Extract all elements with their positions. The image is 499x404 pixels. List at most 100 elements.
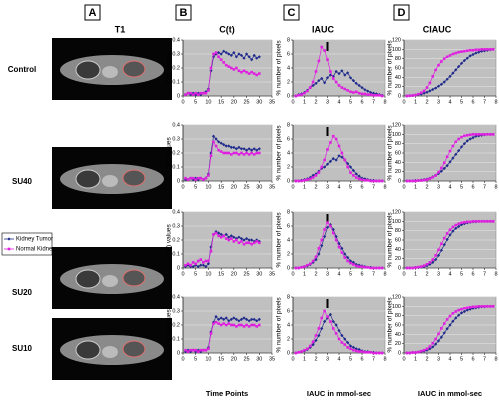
legend-marker	[7, 247, 11, 251]
point	[440, 60, 443, 63]
point	[297, 266, 301, 270]
point	[320, 326, 324, 331]
point	[308, 344, 312, 348]
point	[357, 265, 361, 268]
point	[380, 266, 384, 270]
point	[422, 178, 426, 182]
panel-letter: D	[398, 7, 406, 19]
point	[219, 52, 223, 56]
point	[214, 315, 218, 319]
point	[202, 261, 205, 264]
point	[451, 156, 455, 160]
point	[186, 350, 190, 353]
point	[457, 50, 460, 54]
point	[186, 178, 190, 181]
point	[300, 266, 303, 269]
point	[340, 251, 344, 254]
point	[329, 224, 332, 228]
point	[431, 345, 435, 349]
point	[196, 265, 200, 269]
point	[448, 54, 452, 57]
y-tick-label: 6	[287, 308, 290, 314]
point	[357, 91, 361, 95]
x-tick-label: 25	[244, 356, 250, 362]
point	[486, 305, 489, 308]
point	[431, 87, 435, 92]
point	[219, 58, 223, 61]
panel-letter: A	[89, 7, 97, 19]
point	[459, 311, 464, 315]
point	[343, 343, 347, 346]
point	[227, 65, 231, 68]
point	[240, 151, 243, 155]
y-tick-label: 0	[177, 178, 180, 184]
point	[326, 221, 329, 224]
organ	[102, 346, 118, 358]
point	[337, 329, 341, 333]
point	[340, 155, 344, 159]
point	[245, 323, 248, 327]
x-tick-label: 7	[372, 271, 375, 277]
point	[297, 179, 301, 183]
point	[448, 233, 452, 237]
point	[462, 142, 466, 146]
y-tick-label: 0.3	[172, 51, 180, 57]
point	[460, 221, 463, 225]
x-tick-label: 2	[425, 99, 428, 105]
x-tick-label: 0	[291, 271, 294, 277]
point	[217, 234, 220, 238]
x-tick-label: 0	[291, 356, 294, 362]
point	[194, 348, 198, 352]
point	[431, 260, 435, 264]
point	[306, 263, 309, 267]
x-tick-label: 2	[314, 356, 317, 362]
y-tick-label: 80	[395, 141, 401, 147]
point	[340, 86, 344, 89]
point	[445, 55, 449, 59]
x-tick-label: 10	[205, 184, 211, 190]
x-tick-label: 10	[205, 356, 211, 362]
x-tick-label: 6	[471, 271, 474, 277]
y-tick-label: 2	[287, 251, 290, 257]
point	[460, 135, 463, 139]
point	[405, 266, 409, 270]
y-tick-label: 4	[287, 322, 290, 328]
point	[417, 92, 420, 96]
organ	[75, 340, 101, 360]
y-axis-label: C(t) values	[166, 137, 173, 169]
point	[357, 83, 361, 88]
x-tick-label: 1	[303, 271, 306, 277]
point	[408, 351, 412, 355]
point	[377, 266, 381, 270]
point	[491, 48, 495, 51]
point	[240, 323, 243, 327]
x-tick-label: 0	[181, 184, 184, 190]
point	[437, 248, 440, 252]
point	[445, 327, 449, 331]
point	[474, 51, 478, 55]
x-tick-label: 5	[349, 356, 352, 362]
point	[334, 332, 338, 335]
point	[454, 226, 458, 230]
point	[230, 153, 233, 156]
point	[227, 151, 231, 155]
point	[442, 80, 446, 84]
point	[257, 147, 261, 151]
point	[232, 240, 236, 243]
point	[311, 83, 315, 88]
point	[204, 91, 208, 95]
column-title: T1	[115, 24, 126, 34]
x-tick-label: 20	[231, 99, 237, 105]
point	[425, 347, 429, 351]
point	[323, 49, 326, 52]
point	[209, 249, 213, 253]
point	[369, 351, 372, 354]
point	[191, 261, 195, 264]
point	[196, 176, 200, 180]
point	[408, 179, 412, 183]
point	[219, 235, 223, 239]
point	[343, 252, 347, 256]
point	[354, 176, 358, 179]
y-tick-label: 0.1	[172, 336, 180, 342]
point	[357, 174, 361, 178]
